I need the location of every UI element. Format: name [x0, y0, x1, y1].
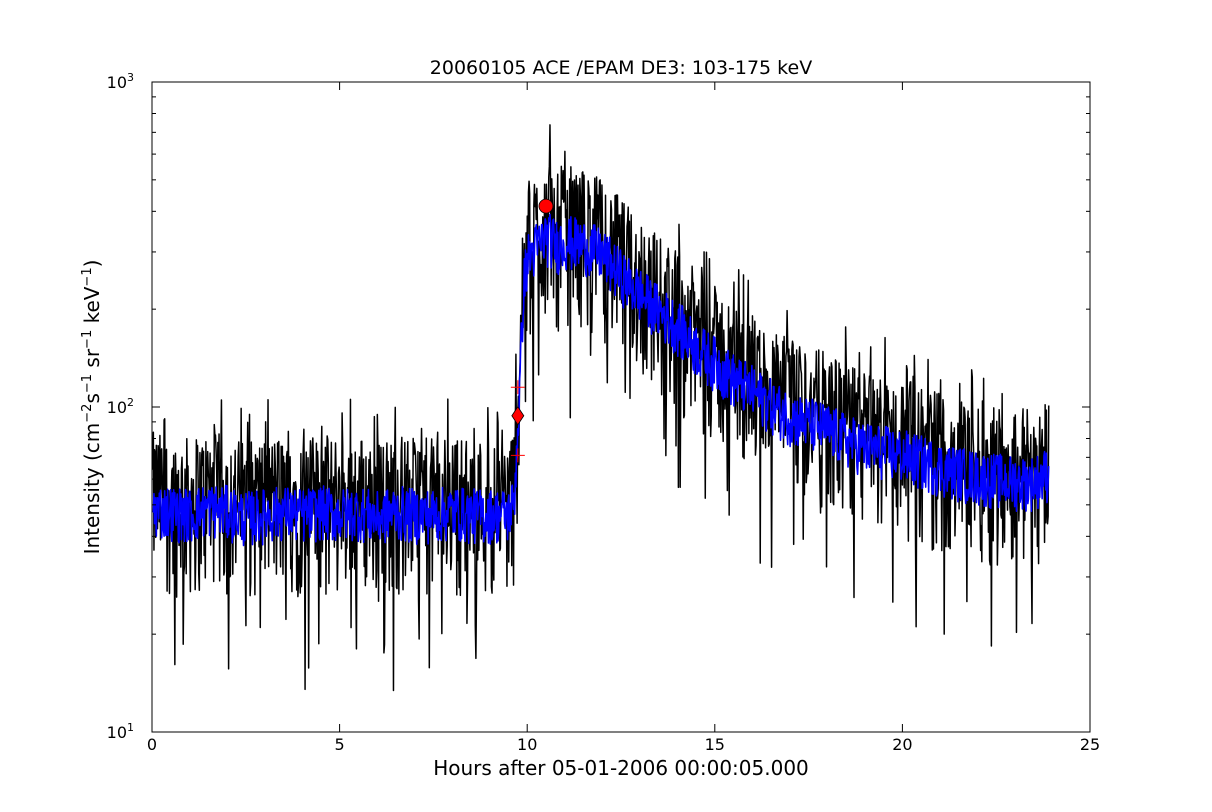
y-axis-label: Intensity (cm−2s−1 sr−1 keV−1) — [80, 260, 104, 555]
x-tick-label-1: 5 — [335, 735, 345, 754]
x-tick-label-2: 10 — [517, 735, 537, 754]
x-tick-label-0: 0 — [147, 735, 157, 754]
x-tick-label-4: 20 — [892, 735, 912, 754]
y-label-suffix: ) — [80, 260, 104, 268]
y-axis: 101 102 103 — [107, 71, 1090, 742]
y-label-sup3: −1 — [80, 330, 95, 349]
y-label-prefix: Intensity (cm — [80, 423, 104, 555]
marker-circle-3 — [538, 198, 554, 214]
series-raw — [152, 124, 1050, 692]
x-axis-label: Hours after 05-01-2006 00:00:05.000 — [433, 756, 809, 780]
y-tick-label-0: 101 — [107, 721, 134, 742]
y-label-mid1: s — [80, 393, 104, 403]
y-tick-label-2: 103 — [107, 71, 134, 92]
marker-plus-2 — [510, 448, 525, 463]
series-layer — [152, 124, 1050, 692]
x-axis: 0 5 10 15 20 25 — [147, 82, 1100, 754]
marker-diamond-1 — [511, 406, 525, 426]
y-label-sup2: −1 — [80, 374, 95, 393]
series-smoothed — [152, 213, 1050, 547]
chart-title: 20060105 ACE /EPAM DE3: 103-175 keV — [430, 57, 812, 79]
y-label-sup4: −1 — [80, 267, 95, 286]
y-tick-label-1: 102 — [107, 396, 134, 417]
y-label-mid2: sr — [80, 348, 104, 374]
y-label-mid3: keV — [80, 286, 104, 330]
y-label-sup1: −2 — [80, 404, 95, 423]
marker-plus-0 — [510, 380, 525, 395]
marker-layer — [510, 198, 554, 463]
x-tick-label-5: 25 — [1080, 735, 1100, 754]
x-tick-label-3: 15 — [705, 735, 725, 754]
